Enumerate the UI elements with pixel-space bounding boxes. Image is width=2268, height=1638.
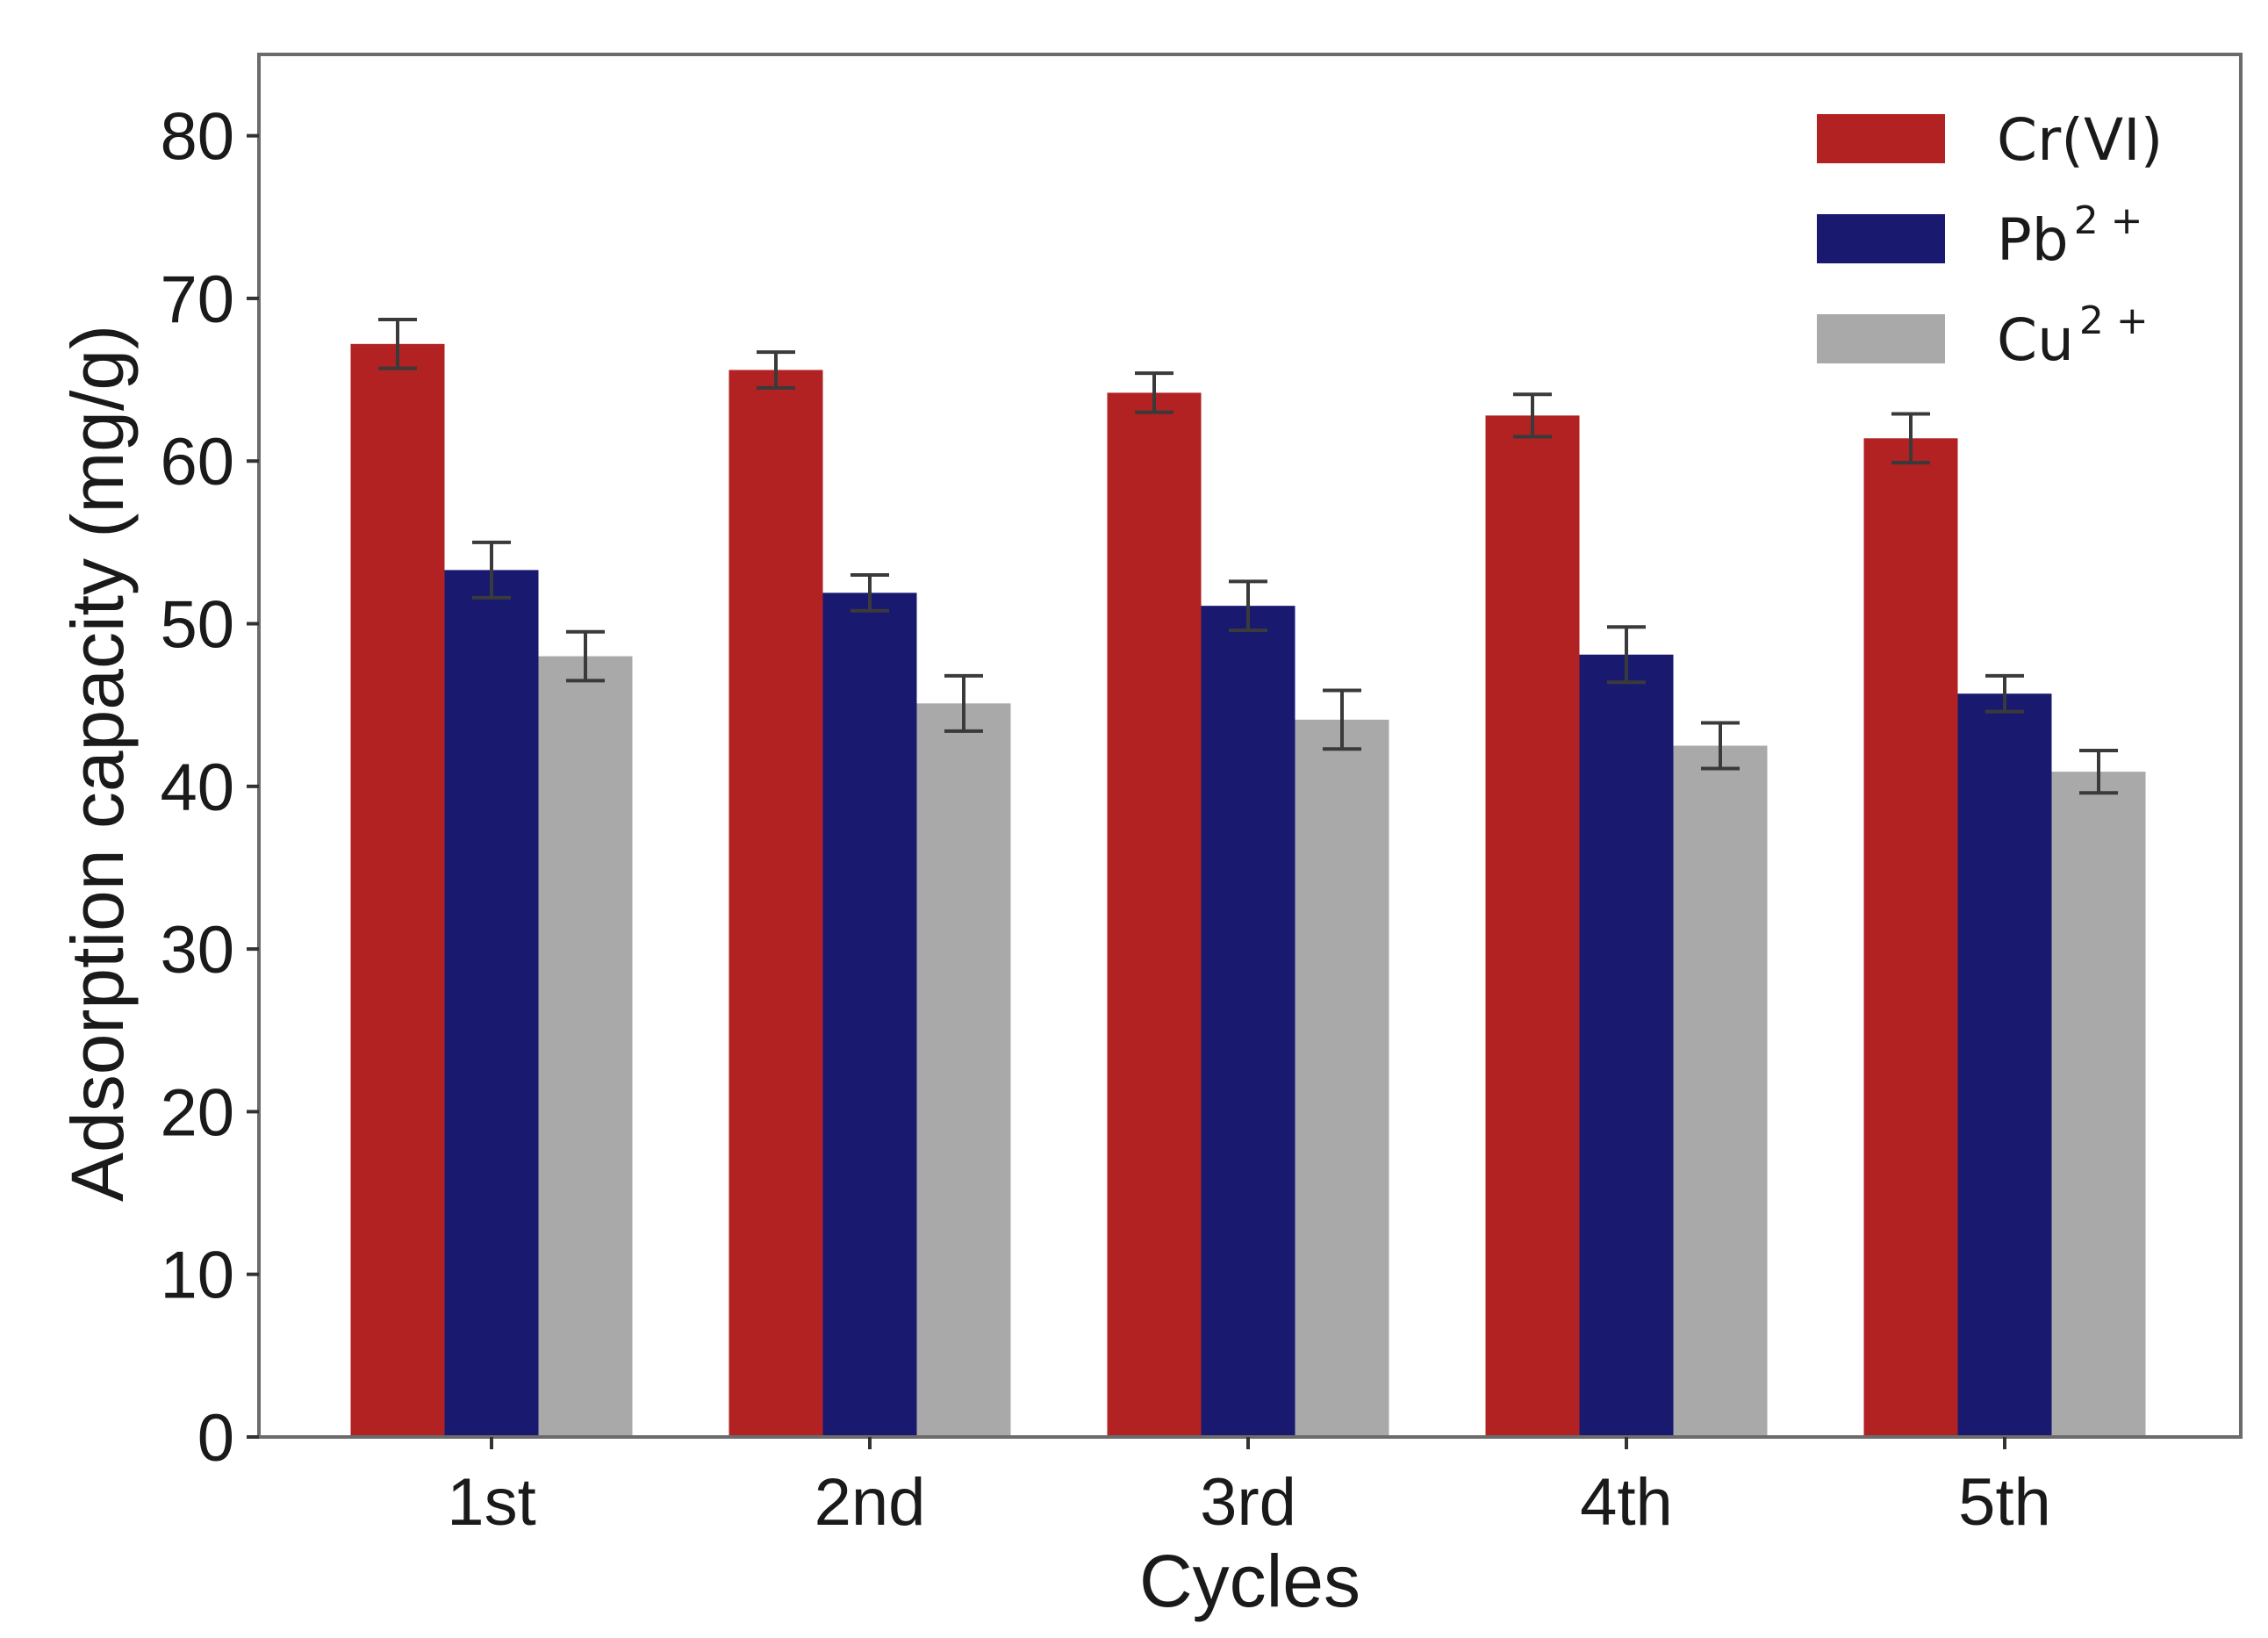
bar-pb2-1st (444, 570, 539, 1437)
error-bar-pb2-1st (472, 540, 511, 600)
y-tick-label: 30 (160, 913, 234, 988)
x-tick-label-2nd: 2nd (815, 1465, 926, 1540)
legend-label-crvi: Cr(VI) (1997, 106, 2163, 174)
error-bar-pb2-5th (1985, 673, 2024, 714)
x-axis-title: Cycles (1139, 1540, 1360, 1622)
bar-pb2-4th (1579, 654, 1674, 1437)
y-axis-title: Adsorption capacity (mg/g) (56, 325, 139, 1202)
bars-layer (350, 343, 2146, 1438)
error-bar-cu2-1st (566, 629, 605, 683)
legend-label-pb2: Pb 2 + (1997, 198, 2143, 274)
error-bar-cu2-3rd (1323, 688, 1361, 751)
bar-crvi-3rd (1107, 392, 1202, 1438)
bar-pb2-2nd (822, 593, 917, 1437)
bar-cu2-5th (2051, 772, 2146, 1437)
bar-crvi-2nd (728, 370, 823, 1437)
bar-cu2-1st (538, 656, 633, 1437)
error-bar-crvi-5th (1891, 412, 1930, 465)
bar-crvi-5th (1863, 438, 1958, 1437)
error-bar-crvi-3rd (1135, 371, 1173, 414)
y-tick-label: 50 (160, 588, 234, 663)
bar-cu2-3rd (1295, 719, 1389, 1437)
x-axis: 1st 2nd 3rd 4th 5th (447, 1437, 2051, 1540)
y-tick-label: 80 (160, 100, 234, 175)
x-tick-label-5th: 5th (1958, 1465, 2051, 1540)
error-bar-pb2-3rd (1229, 579, 1267, 632)
legend-swatch-cu2 (1817, 314, 1945, 363)
y-axis: 0 10 20 30 40 50 60 70 80 (160, 100, 259, 1476)
bar-crvi-1st (350, 343, 445, 1438)
bar-pb2-5th (1957, 693, 2052, 1437)
legend: Cr(VI) Pb 2 + Cu 2 + (1817, 106, 2163, 374)
error-bars-layer (378, 318, 2118, 795)
legend-swatch-pb2 (1817, 214, 1945, 263)
y-tick-label: 10 (160, 1239, 234, 1313)
bar-pb2-3rd (1201, 606, 1295, 1437)
error-bar-pb2-2nd (850, 572, 889, 613)
bar-cu2-4th (1673, 745, 1768, 1437)
x-tick-label-4th: 4th (1580, 1465, 1673, 1540)
error-bar-cu2-2nd (944, 673, 983, 733)
bar-cu2-2nd (916, 703, 1011, 1437)
y-tick-label: 70 (160, 262, 234, 337)
y-tick-label: 40 (160, 751, 234, 825)
y-tick-label: 20 (160, 1075, 234, 1150)
error-bar-pb2-4th (1607, 625, 1646, 685)
x-tick-label-3rd: 3rd (1200, 1465, 1296, 1540)
bar-crvi-4th (1485, 415, 1580, 1438)
legend-swatch-crvi (1817, 114, 1945, 163)
legend-label-cu2: Cu 2 + (1997, 298, 2149, 374)
y-tick-label: 60 (160, 425, 234, 499)
error-bar-crvi-2nd (757, 350, 795, 390)
error-bar-cu2-4th (1701, 721, 1740, 771)
y-tick-label: 0 (197, 1401, 234, 1476)
x-tick-label-1st: 1st (447, 1465, 535, 1540)
error-bar-cu2-5th (2079, 749, 2118, 795)
error-bar-crvi-1st (378, 318, 417, 370)
error-bar-crvi-4th (1513, 392, 1552, 439)
